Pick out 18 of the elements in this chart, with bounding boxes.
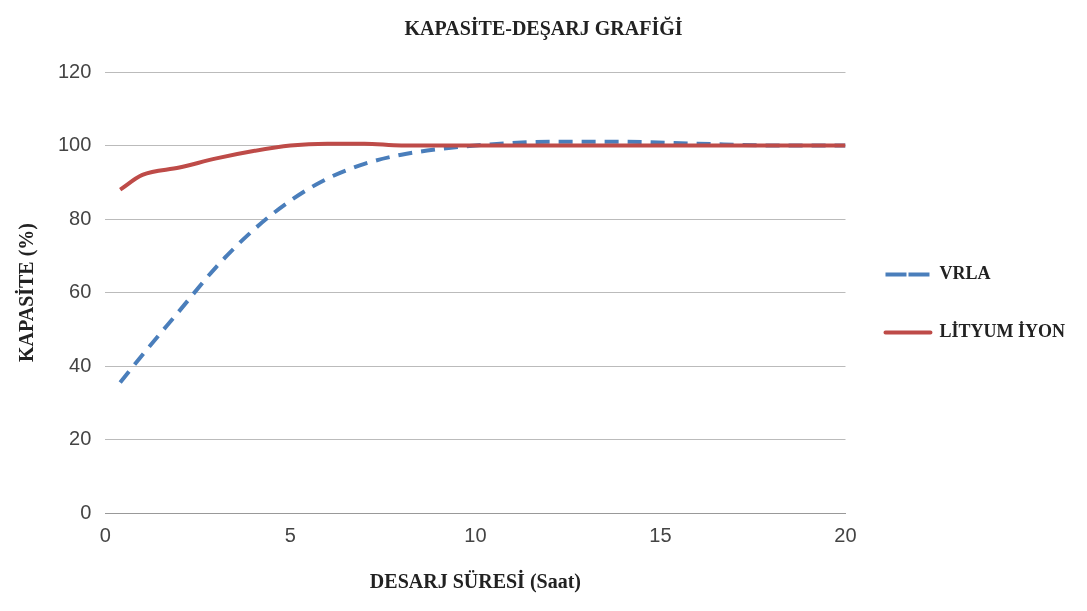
line-series xyxy=(118,141,846,192)
y-tick-label: 20 xyxy=(69,427,92,450)
y-tick-label: 120 xyxy=(57,59,92,82)
y-tick-label: 100 xyxy=(57,133,92,156)
chart-title: KAPASİTE-DEŞARJ GRAFİĞİ xyxy=(404,16,683,41)
y-tick-label: 0 xyxy=(80,500,92,523)
y-tick-label: 60 xyxy=(69,280,92,303)
y-tick-label: 80 xyxy=(69,206,92,229)
x-axis-title: DESARJ SÜRESİ (Saat) xyxy=(369,569,582,594)
legend-label: VRLA xyxy=(939,263,991,284)
x-tick-label: 15 xyxy=(649,523,672,546)
x-tick-label: 0 xyxy=(99,523,111,546)
x-tick-label: 10 xyxy=(464,523,487,546)
x-tick-label: 20 xyxy=(834,523,857,546)
y-tick-label: 40 xyxy=(69,353,92,376)
x-tick-label: 5 xyxy=(284,523,296,546)
y-axis-title: KAPASİTE (%) xyxy=(14,222,39,363)
legend-label: LİTYUM İYON xyxy=(939,321,1066,342)
